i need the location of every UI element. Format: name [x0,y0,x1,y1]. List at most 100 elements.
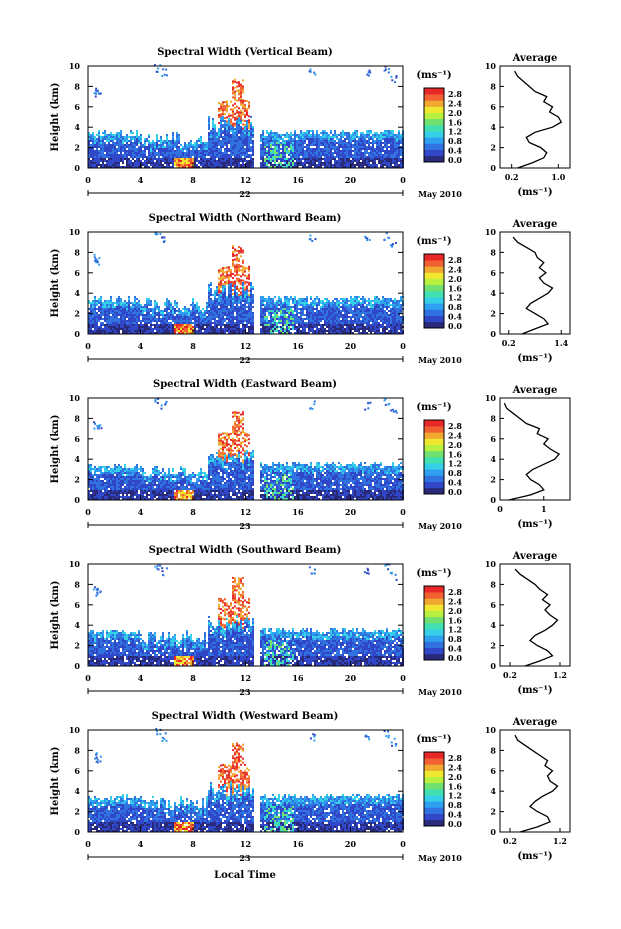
heatmap-cell [244,280,246,283]
heatmap-cell [230,275,232,278]
heatmap-cell [236,318,238,320]
heatmap-cell [210,320,212,322]
heatmap-cell [298,146,300,148]
heatmap-cell [310,152,312,154]
heatmap-cell [228,120,230,122]
heatmap-cell [338,150,340,152]
heatmap-cell [344,144,346,146]
heatmap-cell [230,148,232,150]
heatmap-cell [114,162,116,164]
heatmap-cell [222,320,224,322]
heatmap-cell [250,138,252,140]
heatmap-cell [116,132,118,134]
heatmap-cell [270,318,272,320]
heatmap-cell [118,156,120,158]
heatmap-cell [248,265,250,268]
heatmap-cell [120,306,122,308]
heatmap-cell [310,324,312,326]
heatmap-cell [318,164,320,166]
heatmap-cell [132,166,134,168]
heatmap-cell [144,328,146,330]
heatmap-cell [224,117,226,120]
heatmap-cell [234,130,236,132]
heatmap-cell [100,298,102,300]
heatmap-cell [238,322,240,324]
heatmap-cell [242,113,244,116]
heatmap-cell [154,146,156,148]
heatmap-cell [362,162,364,164]
heatmap-cell [354,154,356,156]
heatmap-cell [230,126,232,128]
heatmap-cell [208,318,210,320]
heatmap-cell [210,150,212,152]
heatmap-cell [244,288,246,291]
heatmap-cell [330,326,332,328]
heatmap-cell [216,138,218,140]
heatmap-cell [190,152,192,154]
heatmap-cell [164,314,166,316]
heatmap-cell [316,140,318,142]
heatmap-cell [284,156,286,158]
heatmap-cell [326,298,328,300]
heatmap-cell [366,73,369,76]
heatmap-cell [134,156,136,158]
heatmap-cell [244,290,246,292]
heatmap-cell [268,146,270,148]
heatmap-cell [108,156,110,158]
heatmap-cell [400,134,402,136]
heatmap-cell [274,308,276,310]
heatmap-cell [250,316,252,318]
heatmap-cell [220,286,222,289]
heatmap-cell [264,320,266,322]
heatmap-cell [228,130,230,132]
heatmap-cell [172,158,174,160]
heatmap-cell [370,156,372,158]
heatmap-cell [334,322,336,324]
heatmap-cell [302,158,304,160]
heatmap-cell [238,328,240,330]
avg-y-tick-label: 10 [485,61,497,71]
heatmap-cell [232,130,234,132]
heatmap-cell [344,134,346,136]
heatmap-cell [236,310,238,312]
heatmap-cell [222,275,224,278]
heatmap-cell [226,104,228,107]
heatmap-cell [300,140,302,142]
heatmap-cell [106,150,108,152]
heatmap-cell [94,312,96,314]
heatmap-cell [238,154,240,156]
heatmap-cell [224,134,226,136]
heatmap-cell [304,152,306,154]
heatmap-cell [172,134,174,136]
heatmap-cell [224,152,226,154]
heatmap-cell [250,162,252,164]
heatmap-cell [94,300,96,302]
heatmap-cell [302,152,304,154]
heatmap-cell [162,160,164,162]
heatmap-cell [354,158,356,160]
heatmap-cell [198,138,200,140]
heatmap-cell [216,288,218,290]
heatmap-cell [188,148,190,150]
heatmap-cell [232,112,234,115]
heatmap-cell [268,156,270,158]
heatmap-cell [302,330,304,332]
heatmap-cell [244,310,246,312]
average-frame [499,65,571,169]
heatmap-cell [144,304,146,306]
heatmap-cell [196,312,198,314]
heatmap-cell [126,136,128,138]
heatmap-cell [360,132,362,134]
heatmap-cell [232,116,234,119]
heatmap-cell [268,162,270,164]
heatmap-cell [106,302,108,304]
heatmap-cell [144,150,146,152]
heatmap-cell [224,283,226,286]
heatmap-cell [140,324,142,326]
heatmap-cell [340,162,342,164]
heatmap-cell [314,324,316,326]
heatmap-cell [218,102,220,105]
heatmap-cell [112,134,114,136]
heatmap-cell [244,113,246,116]
heatmap-cell [160,314,162,316]
